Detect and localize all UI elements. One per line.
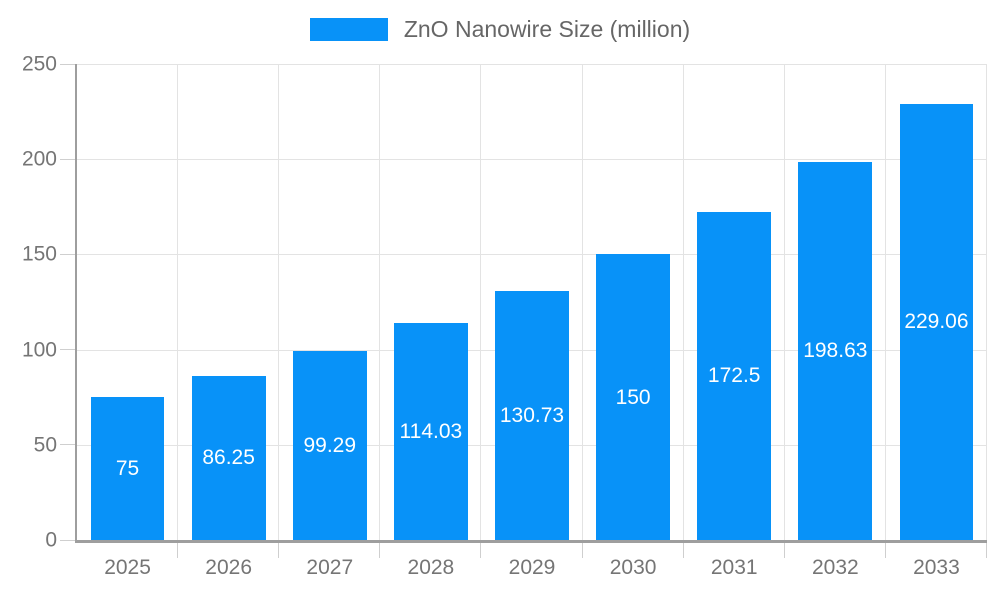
x-axis-tick-label: 2027: [306, 556, 354, 579]
x-gridline: [278, 64, 280, 540]
bar-2029[interactable]: 130.73: [495, 291, 569, 540]
x-axis-tick: [480, 543, 482, 558]
bar-value-label: 114.03: [399, 419, 463, 443]
x-axis-tick: [581, 543, 583, 558]
plot-area: 0 50 100 150 200 250 2025 75 2026 86.25 2027 99.29 2…: [22, 54, 987, 579]
y-axis-tick-label: 50: [33, 433, 57, 457]
y-axis-tick-label: 150: [21, 242, 57, 266]
bar-2032[interactable]: 198.63: [798, 161, 873, 540]
x-gridline: [884, 64, 886, 540]
x-gridline: [581, 64, 583, 540]
y-axis-tick: [60, 349, 75, 351]
x-axis-tick-label: 2031: [710, 556, 758, 579]
bar-value-label: 172.5: [707, 364, 761, 388]
legend-swatch-icon: [309, 18, 388, 41]
x-axis-tick: [682, 543, 684, 558]
bar-value-label: 99.29: [303, 433, 357, 457]
y-axis-tick: [60, 63, 75, 65]
bar-2033[interactable]: 229.06: [899, 103, 974, 540]
x-axis-tick: [379, 543, 381, 558]
x-axis-tick: [278, 543, 280, 558]
x-axis-tick-label: 2025: [104, 556, 151, 579]
x-gridline: [986, 64, 987, 540]
x-axis-tick: [884, 543, 886, 558]
bar-value-label: 86.25: [202, 446, 255, 470]
x-axis-tick-label: 2032: [811, 556, 859, 579]
x-axis-tick: [177, 543, 179, 558]
bar-value-label: 229.06: [904, 310, 969, 334]
y-gridline: [77, 64, 987, 65]
x-axis-tick-label: 2029: [508, 556, 556, 579]
x-gridline: [177, 64, 179, 540]
bar-value-label: 198.63: [803, 339, 868, 363]
bar-2031[interactable]: 172.5: [697, 211, 772, 540]
bar-2028[interactable]: 114.03: [393, 322, 468, 540]
x-axis-tick-label: 2030: [609, 556, 657, 579]
y-axis-tick: [60, 253, 75, 255]
bar-2025[interactable]: 75: [90, 397, 165, 540]
x-gridline: [783, 64, 785, 540]
y-gridline: [77, 159, 987, 161]
bar-2026[interactable]: 86.25: [191, 375, 266, 540]
y-axis-tick-label: 200: [21, 147, 57, 171]
legend-label: ZnO Nanowire Size (million): [403, 16, 691, 42]
legend-item-zno-nanowire-size[interactable]: ZnO Nanowire Size (million): [309, 16, 691, 42]
bar-2027[interactable]: 99.29: [292, 350, 367, 540]
x-axis-tick-label: 2026: [205, 556, 253, 579]
x-axis-tick: [986, 543, 987, 558]
x-axis-tick: [783, 543, 785, 558]
chart-legend: ZnO Nanowire Size (million): [0, 18, 1000, 41]
x-axis-tick-label: 2033: [913, 556, 960, 579]
y-axis-tick-label: 0: [45, 528, 57, 552]
y-axis-tick: [60, 158, 75, 160]
bar-2030[interactable]: 150: [596, 254, 670, 540]
bar-value-label: 75: [115, 457, 140, 481]
bar-value-label: 130.73: [499, 404, 565, 428]
x-gridline: [480, 64, 482, 540]
x-gridline: [379, 64, 381, 540]
y-axis-tick-label: 250: [21, 52, 57, 76]
y-gridline: [77, 254, 987, 256]
x-axis-tick-label: 2028: [407, 556, 455, 579]
bar-value-label: 150: [615, 385, 651, 409]
y-axis-tick: [60, 539, 75, 541]
x-gridline: [682, 64, 684, 540]
y-axis-tick-label: 100: [21, 338, 57, 362]
y-axis-tick: [60, 444, 75, 446]
